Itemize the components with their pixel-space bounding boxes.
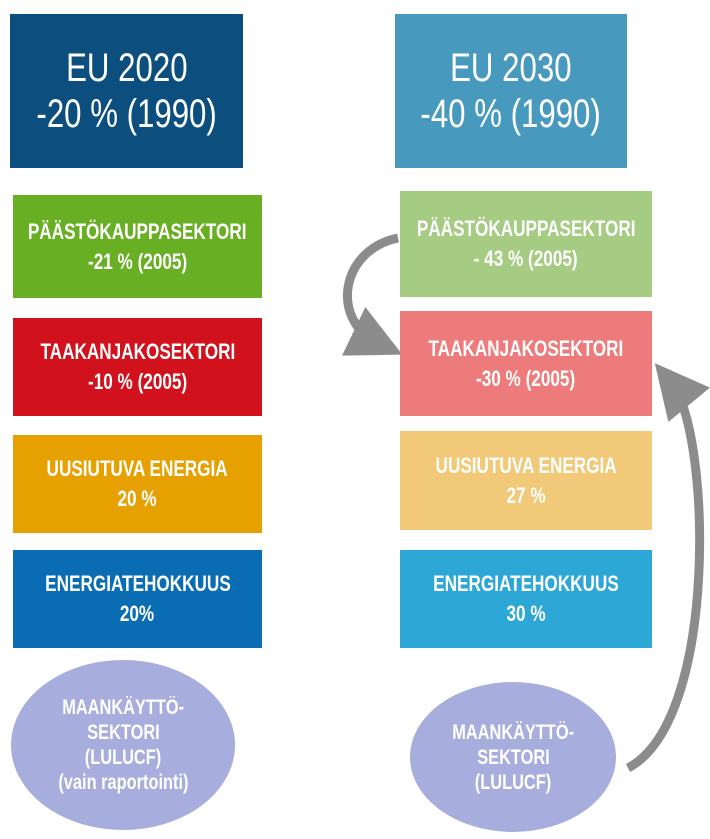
target-box: PÄÄSTÖKAUPPASEKTORI -21 % (2005): [13, 195, 262, 298]
target-box: UUSIUTUVA ENERGIA 27 %: [400, 431, 652, 530]
label: 30 %: [506, 601, 546, 626]
label: SEKTORI: [476, 745, 550, 769]
label: 20%: [120, 601, 155, 626]
label: -40 % (1990): [420, 92, 602, 136]
label: (vain raportointi): [57, 771, 189, 794]
header-box: EU 2030 -40 % (1990): [395, 14, 627, 168]
arrow: [341, 233, 403, 356]
arrow: [625, 363, 710, 772]
target-box: TAAKANJAKOSEKTORI -10 % (2005): [13, 318, 262, 416]
label: TAAKANJAKOSEKTORI: [428, 335, 624, 361]
label: ENERGIATEHOKKUUS: [44, 571, 231, 596]
label: ENERGIATEHOKKUUS: [433, 571, 619, 596]
label: PÄÄSTÖKAUPPASEKTORI: [416, 216, 636, 241]
label: 27 %: [506, 482, 546, 508]
label: EU 2030: [450, 46, 572, 90]
label: MAANKÄYTTÖ-: [452, 720, 574, 744]
target-box: UUSIUTUVA ENERGIA 20 %: [13, 435, 262, 533]
label: EU 2020: [65, 46, 188, 90]
label: MAANKÄYTTÖ-: [62, 696, 184, 719]
target-box: TAAKANJAKOSEKTORI -30 % (2005): [400, 311, 652, 416]
label: UUSIUTUVA ENERGIA: [435, 452, 617, 478]
label: TAAKANJAKOSEKTORI: [40, 339, 235, 364]
lulucf-ellipse: MAANKÄYTTÖ- SEKTORI (LULUCF): [410, 682, 616, 832]
target-box: ENERGIATEHOKKUUS 30 %: [400, 550, 652, 648]
target-box: ENERGIATEHOKKUUS 20%: [13, 550, 262, 648]
label: -10 % (2005): [87, 369, 188, 394]
label: 20 %: [117, 486, 158, 511]
label: (LULUCF): [474, 770, 552, 794]
label: -30 % (2005): [476, 365, 576, 391]
lulucf-ellipse: MAANKÄYTTÖ- SEKTORI (LULUCF) (vain raportoi…: [11, 660, 235, 830]
label: -21 % (2005): [87, 248, 188, 274]
label: -20 % (1990): [36, 92, 217, 136]
label: - 43 % (2005): [474, 246, 578, 271]
label: SEKTORI: [86, 721, 160, 744]
label: PÄÄSTÖKAUPPASEKTORI: [28, 218, 247, 244]
label: (LULUCF): [84, 746, 162, 769]
target-box: PÄÄSTÖKAUPPASEKTORI - 43 % (2005): [400, 191, 652, 297]
label: UUSIUTUVA ENERGIA: [46, 456, 229, 481]
header-box: EU 2020 -20 % (1990): [10, 14, 243, 168]
